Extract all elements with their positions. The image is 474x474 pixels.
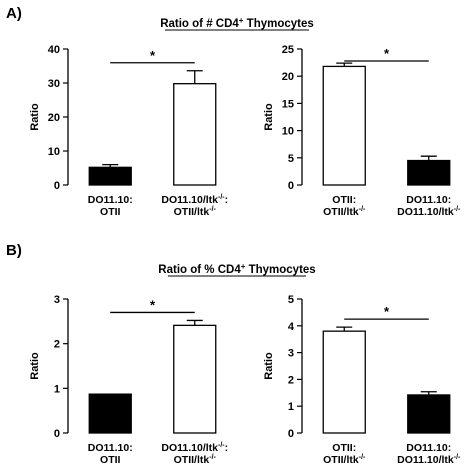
bar: [322, 330, 366, 434]
bar: [88, 393, 132, 434]
y-tick-label: 0: [54, 428, 60, 440]
y-tick-label: 3: [54, 294, 60, 306]
bar-chart: 0 10 20 30 40 Ratio * DO11.10:OTII DO11.10/ltk-/…: [29, 44, 228, 218]
y-tick-label: 5: [288, 294, 294, 306]
x-tick-label: DO11.10:: [406, 442, 451, 454]
x-tick-label: OTII: [100, 206, 120, 218]
bar-chart: 0 1 2 3 Ratio * DO11.10:OTII DO11.10/ltk-/-:OTI…: [29, 294, 228, 466]
bar: [173, 83, 217, 186]
y-tick-label: 40: [48, 44, 60, 56]
y-tick-label: 4: [288, 321, 295, 333]
x-tick-label: DO11.10/ltk-/-: [397, 454, 461, 466]
bar: [322, 65, 366, 186]
x-tick-label: OTII/ltk-/-: [323, 454, 366, 466]
significance-marker: *: [150, 297, 156, 312]
x-tick-label: OTII/ltk-/-: [174, 206, 217, 218]
x-tick-label: DO11.10/ltk-/-: [397, 206, 461, 218]
panel-a-label: A): [6, 5, 22, 22]
y-tick-label: 0: [288, 180, 294, 192]
y-tick-label: 30: [48, 78, 60, 90]
y-tick-label: 0: [54, 180, 60, 192]
x-tick-label: OTII/ltk-/-: [174, 454, 217, 466]
x-tick-label: OTII:: [332, 194, 356, 206]
significance-marker: *: [384, 304, 390, 319]
significance-marker: *: [384, 46, 390, 61]
bar: [173, 324, 217, 434]
significance-marker: *: [150, 48, 156, 63]
x-tick-label: OTII/ltk-/-: [323, 206, 366, 218]
y-tick-label: 5: [288, 153, 294, 165]
y-tick-label: 3: [288, 348, 294, 360]
y-tick-label: 2: [288, 374, 294, 386]
x-tick-label: OTII: [100, 454, 120, 466]
x-tick-label: DO11.10/ltk-/-:: [161, 442, 228, 454]
panel-b-title: Ratio of % CD4+ Thymocytes: [158, 262, 315, 276]
y-tick-label: 1: [54, 383, 60, 395]
bar: [407, 159, 451, 186]
y-tick-label: 25: [282, 44, 294, 56]
x-tick-label: DO11.10:: [88, 442, 133, 454]
y-axis-label: Ratio: [263, 352, 275, 380]
charts-group: 010203040Ratio*DO11.10:OTIIDO11.10/ltk-/…: [29, 44, 461, 466]
x-tick-label: DO11.10/ltk-/-:: [161, 194, 228, 206]
x-tick-label: OTII:: [332, 442, 356, 454]
y-tick-label: 20: [48, 112, 60, 124]
bar: [407, 394, 451, 434]
y-axis-label: Ratio: [263, 103, 275, 131]
y-tick-label: 15: [282, 98, 294, 110]
panel-a-title: Ratio of # CD4+ Thymocytes: [160, 16, 314, 30]
y-tick-label: 10: [282, 126, 294, 138]
bar-chart: 0 5 10 15 20 25 Ratio * OTII:OTII/ltk-/- DO11.10:…: [263, 44, 461, 218]
x-tick-label: DO11.10:: [406, 194, 451, 206]
bar-chart: 0 1 2 3 4 5 Ratio * OTII:OTII/ltk-/- DO11.10:DO11…: [263, 294, 461, 466]
x-tick-label: DO11.10:: [88, 194, 133, 206]
panel-b-label: B): [6, 242, 22, 259]
y-tick-label: 1: [288, 401, 294, 413]
y-axis-label: Ratio: [29, 352, 41, 380]
y-tick-label: 20: [282, 71, 294, 83]
y-tick-label: 0: [288, 428, 294, 440]
bar: [88, 166, 132, 186]
y-tick-label: 10: [48, 146, 60, 158]
y-tick-label: 2: [54, 339, 60, 351]
y-axis-label: Ratio: [29, 103, 41, 131]
